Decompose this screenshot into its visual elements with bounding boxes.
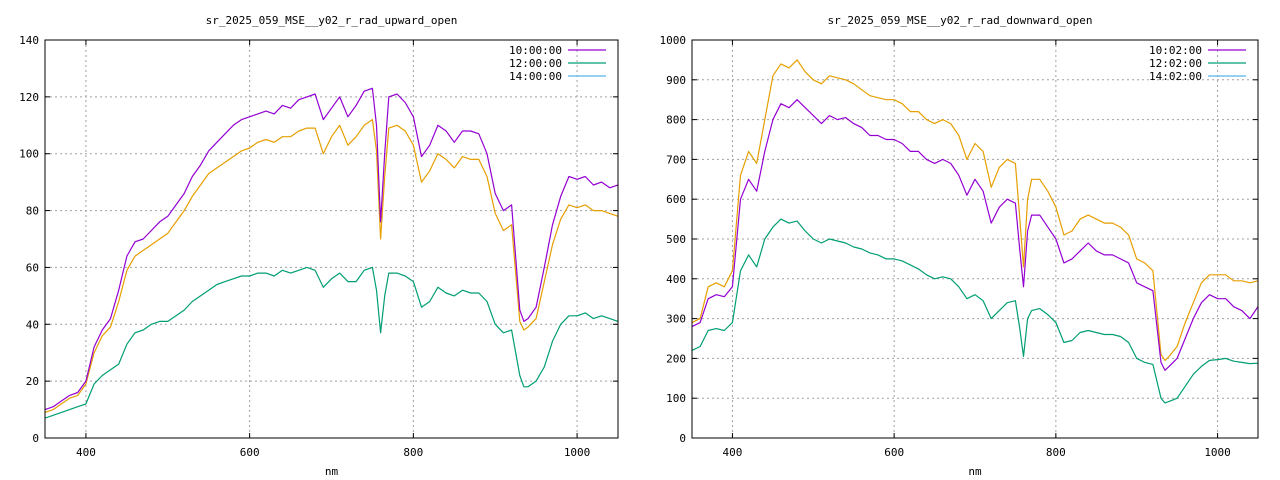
y-tick-label: 200 [666,352,686,365]
y-tick-label: 600 [666,193,686,206]
legend-label: 10:02:00 [1149,44,1202,57]
gridlines [45,40,618,438]
y-tick-label: 0 [679,432,686,445]
y-tick-label: 300 [666,313,686,326]
x-tick-label: 1000 [564,446,591,459]
y-tick-label: 140 [19,34,39,47]
y-tick-label: 40 [26,318,39,331]
chart-title: sr_2025_059_MSE__y02_r_rad_downward_open [828,14,1093,27]
x-tick-label: 800 [1046,446,1066,459]
x-tick-label: 600 [884,446,904,459]
y-tick-label: 500 [666,233,686,246]
y-tick-label: 80 [26,205,39,218]
y-tick-label: 0 [32,432,39,445]
legend-label: 12:00:00 [509,57,562,70]
legend-label: 10:00:00 [509,44,562,57]
y-tick-label: 400 [666,273,686,286]
upward-radiance-chart-svg: sr_2025_059_MSE__y02_r_rad_upward_open 0 2… [19,14,619,478]
series-line [45,87,618,411]
series-line [692,218,1258,404]
x-axis-label: nm [968,465,982,478]
upward-radiance-chart: sr_2025_059_MSE__y02_r_rad_upward_open 0 2… [19,14,619,478]
gridlines [692,40,1258,438]
plot-frame [691,39,1259,439]
series-group [45,87,618,419]
y-tick-label: 800 [666,114,686,127]
legend-label: 12:02:00 [1149,57,1202,70]
series-group [692,59,1258,404]
chart-title: sr_2025_059_MSE__y02_r_rad_upward_open [206,14,458,27]
y-tick-label: 60 [26,261,39,274]
legend-label: 14:00:00 [509,70,562,83]
y-tick-label: 20 [26,375,39,388]
y-tick-label: 100 [666,392,686,405]
series-line [692,99,1258,371]
downward-radiance-chart: sr_2025_059_MSE__y02_r_rad_downward_open… [640,0,1280,480]
plot-frame [44,39,619,439]
y-tick-label: 120 [19,91,39,104]
y-tick-label: 1000 [660,34,687,47]
x-tick-label: 400 [722,446,742,459]
series-line [692,59,1258,361]
x-tick-label: 1000 [1204,446,1231,459]
y-tick-label: 900 [666,74,686,87]
x-tick-label: 800 [403,446,423,459]
downward-radiance-chart-svg: sr_2025_059_MSE__y02_r_rad_downward_open… [660,14,1259,478]
series-line [45,119,618,413]
legend-label: 14:02:00 [1149,70,1202,83]
series-line [45,266,618,419]
y-tick-label: 100 [19,148,39,161]
x-tick-label: 400 [76,446,96,459]
y-tick-label: 700 [666,153,686,166]
x-tick-label: 600 [240,446,260,459]
x-axis-label: nm [325,465,339,478]
